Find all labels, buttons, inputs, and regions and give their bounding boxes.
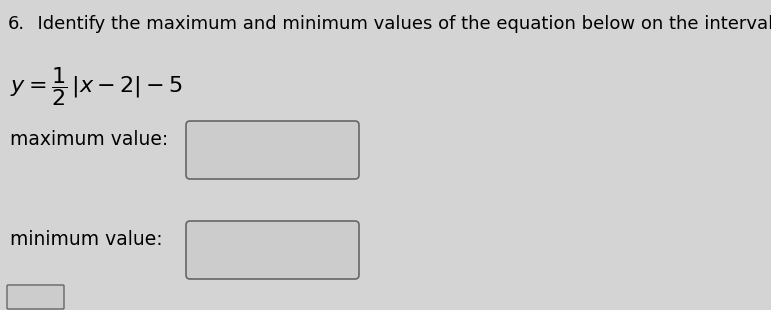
FancyBboxPatch shape [186, 221, 359, 279]
FancyBboxPatch shape [7, 285, 64, 309]
Text: 6.: 6. [8, 15, 25, 33]
FancyBboxPatch shape [186, 121, 359, 179]
Text: maximum value:: maximum value: [10, 130, 168, 149]
Text: Identify the maximum and minimum values of the equation below on the interval[−6: Identify the maximum and minimum values … [26, 15, 771, 33]
Text: $y = \dfrac{1}{2}\,|x - 2| - 5$: $y = \dfrac{1}{2}\,|x - 2| - 5$ [10, 65, 183, 108]
Text: minimum value:: minimum value: [10, 230, 163, 249]
